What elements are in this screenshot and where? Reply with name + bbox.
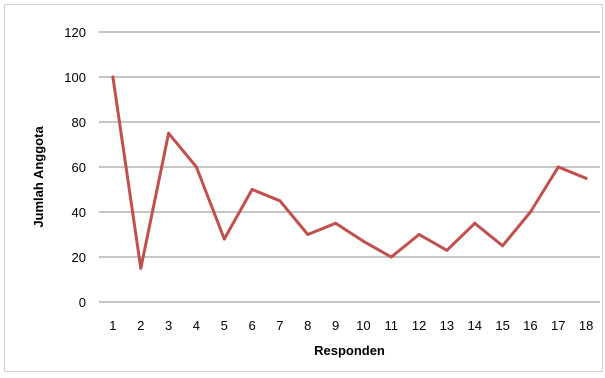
data-point (584, 176, 588, 180)
y-tick-label: 120 (64, 25, 86, 40)
x-tick-label: 9 (332, 318, 339, 333)
x-axis-title: Responden (314, 343, 385, 358)
data-point (250, 188, 254, 191)
series-line (111, 75, 588, 270)
x-tick-label: 13 (440, 318, 454, 333)
x-tick-label: 3 (165, 318, 172, 333)
x-tick-label: 17 (551, 318, 565, 333)
data-point (389, 255, 393, 259)
y-tick-label: 60 (72, 160, 86, 175)
data-point (167, 131, 171, 135)
data-point (473, 221, 477, 225)
x-tick-label: 7 (276, 318, 283, 333)
data-point (556, 165, 560, 169)
data-point (334, 221, 338, 225)
y-tick-label: 100 (64, 70, 86, 85)
y-axis-ticks: 0 20 40 60 80 100 120 (64, 25, 86, 310)
y-tick-label: 80 (72, 115, 86, 130)
x-tick-label: 8 (304, 318, 311, 333)
x-tick-label: 18 (579, 318, 593, 333)
y-tick-label: 0 (79, 295, 86, 310)
data-point (528, 210, 532, 214)
x-tick-label: 5 (221, 318, 228, 333)
data-point (278, 199, 282, 203)
x-tick-label: 15 (495, 318, 509, 333)
data-point (417, 233, 421, 236)
data-point (111, 75, 115, 79)
data-point (139, 266, 143, 270)
x-tick-label: 2 (137, 318, 144, 333)
y-axis-title: Jumlah Anggota (31, 126, 46, 228)
chart-frame: 0 20 40 60 80 100 120 1 2 3 4 5 6 7 8 9 10 11 12 13 14 15 16 1… (4, 4, 603, 372)
x-tick-label: 14 (468, 318, 482, 333)
data-point (361, 239, 365, 243)
x-tick-label: 1 (109, 318, 116, 333)
x-tick-label: 16 (523, 318, 537, 333)
gridlines (99, 31, 600, 303)
data-point (306, 233, 310, 236)
x-tick-label: 11 (385, 318, 399, 333)
data-point (194, 165, 198, 169)
y-tick-label: 40 (72, 205, 86, 220)
x-tick-label: 4 (193, 318, 200, 333)
x-tick-label: 6 (248, 318, 255, 333)
data-point (445, 248, 449, 252)
data-point (501, 244, 505, 248)
x-tick-label: 10 (356, 318, 370, 333)
x-axis-ticks: 1 2 3 4 5 6 7 8 9 10 11 12 13 14 15 16 17 18 (109, 318, 593, 333)
y-tick-label: 20 (72, 250, 86, 265)
data-point (222, 237, 226, 241)
x-tick-label: 12 (412, 318, 426, 333)
